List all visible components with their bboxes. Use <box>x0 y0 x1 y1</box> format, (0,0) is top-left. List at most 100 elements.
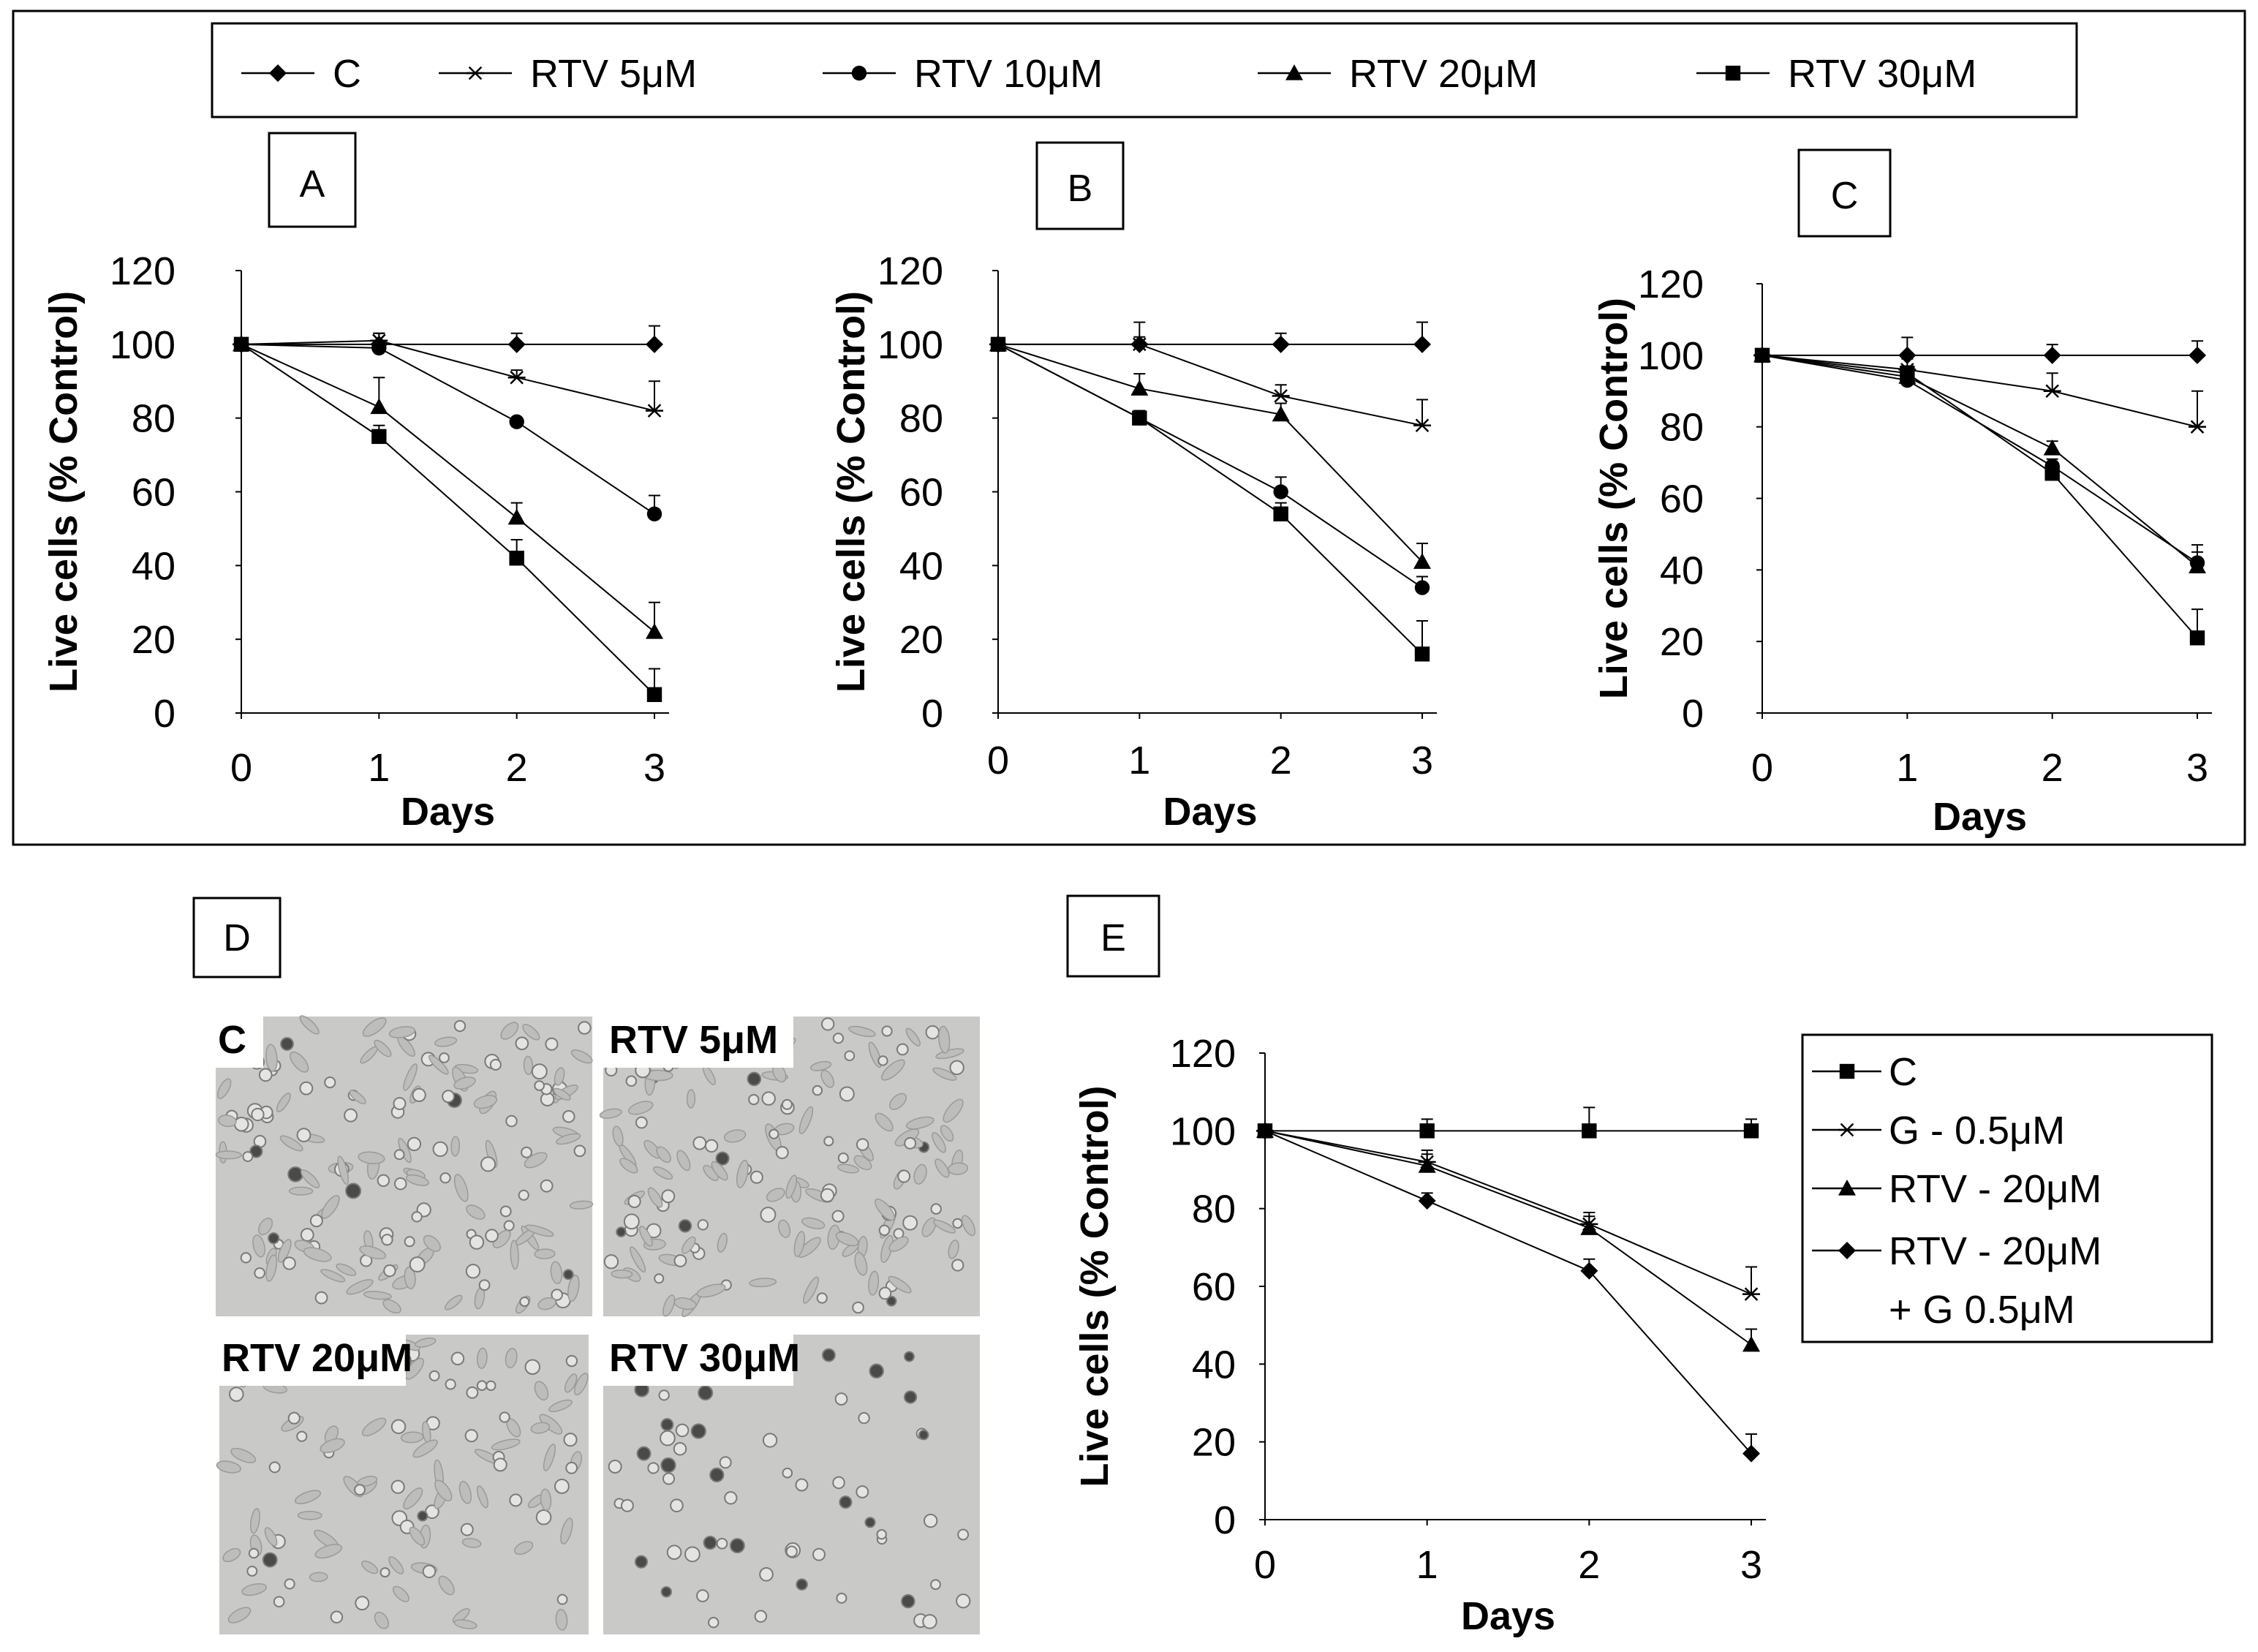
cell <box>611 1269 633 1279</box>
cell <box>423 1234 441 1252</box>
cell <box>390 1419 407 1435</box>
top-legend-item-3: RTV 20μM <box>1258 52 1538 96</box>
cell <box>625 1075 638 1087</box>
panel-c-data-point <box>1898 346 1917 364</box>
chart-panel-c: C 0 20 40 60 80 100 120 0 1 2 3 Days Live cells (% Co… <box>1592 148 2212 839</box>
cell <box>392 1585 409 1602</box>
cell <box>505 1114 518 1128</box>
cell <box>832 1033 845 1044</box>
legend-label: C <box>1889 1050 1917 1094</box>
cell <box>246 1565 258 1577</box>
panel-e-series-line <box>1264 1130 1752 1295</box>
cell <box>961 1215 976 1237</box>
cell <box>362 1017 387 1037</box>
legend-label: C <box>333 52 361 96</box>
cell <box>692 1136 707 1150</box>
cell <box>754 1610 768 1623</box>
cell <box>514 1541 534 1555</box>
panel-b-x-tick-label: 3 <box>1411 739 1433 782</box>
cell <box>480 1156 496 1172</box>
cell <box>509 1493 523 1507</box>
cell <box>543 1444 556 1471</box>
panel-e-x-tick-label: 1 <box>1416 1543 1438 1587</box>
micrograph-label-box <box>603 1009 793 1068</box>
panel-b-y-tick-label: 100 <box>877 323 943 367</box>
panel-c-data-point <box>2189 346 2206 364</box>
cell <box>686 1089 696 1109</box>
cell <box>603 1254 619 1270</box>
legend-e-item-2: RTV - 20μM <box>1812 1167 2102 1211</box>
panel-a-x-axis-title: Days <box>401 790 495 834</box>
panel-e-data-point <box>1582 1123 1597 1139</box>
panel-a-label-box <box>268 132 357 228</box>
panel-b-x-tick-label: 2 <box>1270 739 1292 782</box>
cell <box>896 1043 909 1056</box>
cell <box>684 1546 701 1563</box>
cell <box>717 1232 728 1253</box>
cell <box>277 1239 292 1263</box>
cell <box>853 1155 872 1171</box>
cell <box>620 1498 634 1512</box>
panel-c-data-point <box>2044 466 2060 481</box>
cell <box>355 1596 370 1611</box>
legend-marker <box>851 65 867 81</box>
cell <box>361 1417 387 1437</box>
cell <box>670 1498 684 1513</box>
panel-a-series-2 <box>233 336 662 521</box>
panel-c-x-tick-label: 1 <box>1896 746 1918 790</box>
panel-a-x-tick-label: 2 <box>506 746 528 790</box>
cell <box>913 1163 927 1185</box>
cell <box>696 1589 709 1602</box>
legend-marker <box>1838 1180 1856 1196</box>
panel-c-x-tick-label: 2 <box>2042 746 2063 790</box>
cell <box>902 1215 918 1231</box>
cell <box>461 1538 482 1548</box>
cell <box>782 1467 793 1479</box>
cell <box>377 1174 390 1188</box>
cell <box>759 1567 774 1582</box>
panel-c-y-tick-label: 60 <box>1660 478 1704 521</box>
cell <box>835 1232 859 1247</box>
panel-c-y-tick-label: 40 <box>1660 548 1704 592</box>
cell <box>778 1219 791 1238</box>
panel-c-data-point <box>2043 440 2061 456</box>
cell <box>321 1195 340 1219</box>
cell <box>766 1188 785 1202</box>
panel-a-data-point <box>371 429 387 445</box>
cell <box>241 1583 268 1596</box>
cell <box>300 1228 314 1242</box>
panel-b-data-point <box>1414 646 1430 662</box>
cell <box>229 1387 244 1402</box>
panel-b-label: B <box>1068 167 1093 210</box>
cell <box>888 1093 907 1110</box>
legend-marker <box>269 64 287 82</box>
cell <box>868 1270 880 1296</box>
cell <box>294 1490 322 1504</box>
cell <box>530 1422 551 1434</box>
panel-b-data-point <box>1130 337 1149 352</box>
micrograph-1: RTV 5μM <box>599 1009 980 1318</box>
cell <box>924 1513 938 1528</box>
panel-e-series-1 <box>1256 1124 1760 1301</box>
cell <box>933 1219 956 1234</box>
cell <box>230 1447 257 1463</box>
cell <box>793 1231 806 1257</box>
panel-b-series-line <box>997 343 1423 562</box>
cell <box>567 1274 580 1302</box>
cell <box>775 1146 789 1160</box>
cell <box>445 1378 456 1390</box>
panel-a-y-tick-label: 40 <box>132 544 175 588</box>
cell <box>666 1544 682 1560</box>
cell <box>554 1067 565 1086</box>
panel-c-series-line <box>1762 354 2198 428</box>
legend-e: C G - 0.5μM RTV - 20μM RTV - 20μM + G 0.5μM <box>1801 1033 2213 1343</box>
cell <box>314 1291 328 1305</box>
top-legend-item-0: C <box>241 52 361 96</box>
cell <box>880 1059 905 1081</box>
panel-a-data-point <box>371 340 387 356</box>
cell <box>938 1025 951 1054</box>
cell <box>290 1051 309 1073</box>
cell <box>358 1151 385 1164</box>
legend-label: RTV - 20μM <box>1889 1167 2102 1211</box>
cell <box>564 1373 578 1393</box>
